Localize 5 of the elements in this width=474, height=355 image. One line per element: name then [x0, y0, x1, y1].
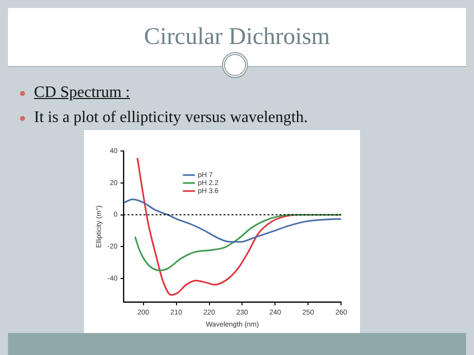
text: It is a plot of ellipticity versus wavelength.: [34, 109, 308, 126]
line-series: [134, 214, 342, 272]
line-series: [124, 198, 342, 243]
chart-title: Circular Dichroism: [144, 24, 330, 50]
text: CD Spectrum :: [34, 84, 130, 101]
